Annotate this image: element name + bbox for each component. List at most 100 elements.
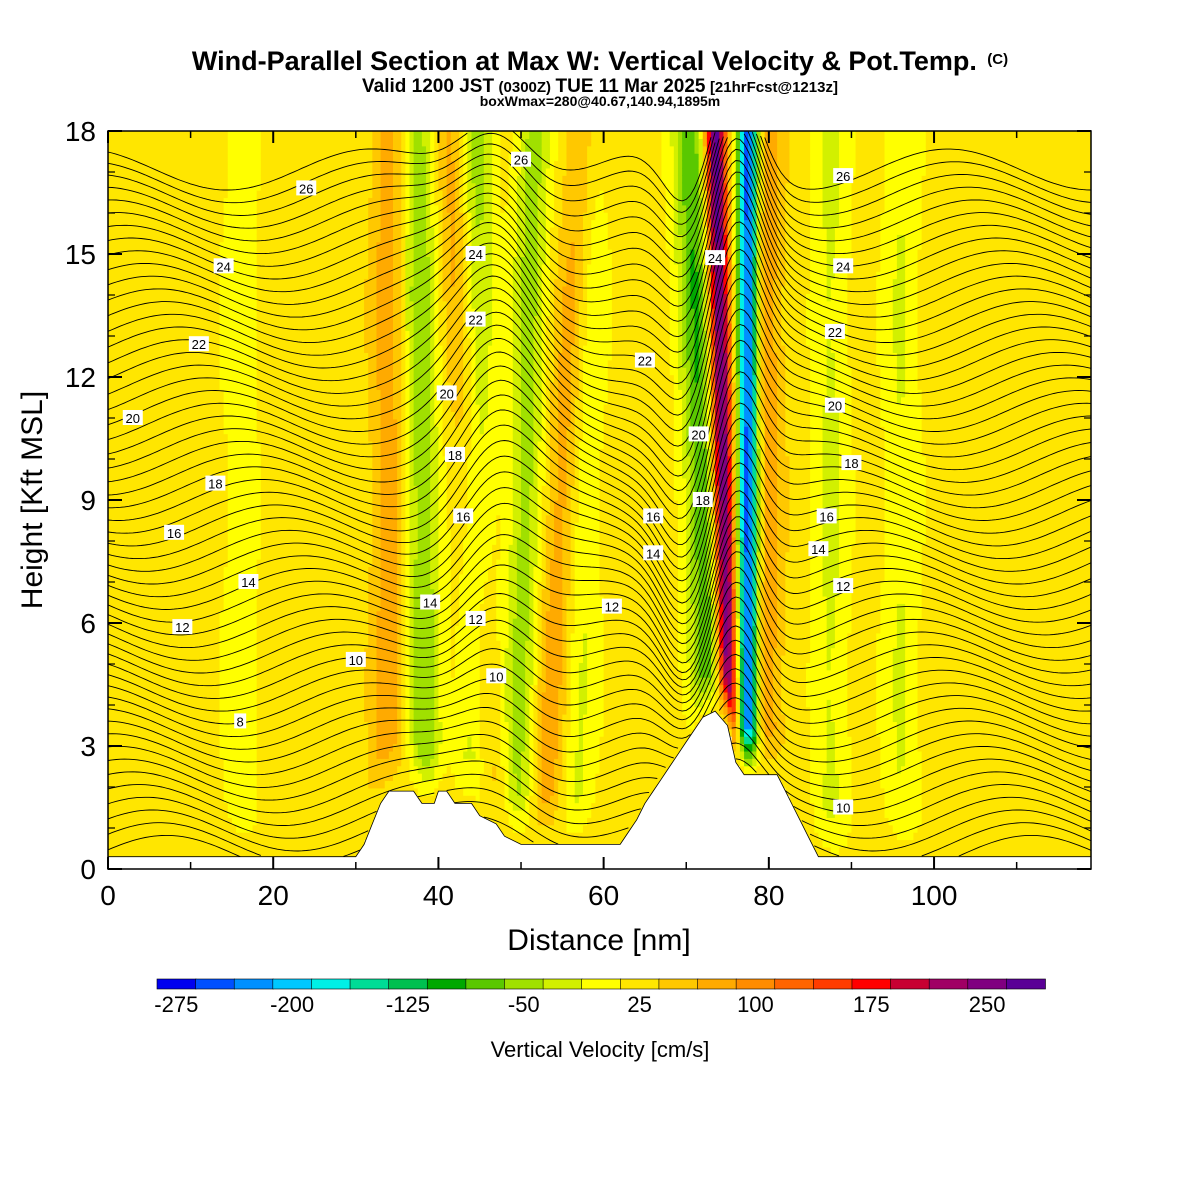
w-cell [182,167,188,176]
w-cell [223,249,229,258]
w-cell [269,219,274,228]
w-cell [194,551,200,560]
w-cell [277,293,283,302]
w-cell [256,411,262,420]
w-cell [277,241,283,250]
w-cell [219,278,225,287]
w-cell [161,684,167,693]
w-cell [277,278,283,287]
w-cell [269,212,274,221]
w-cell [302,263,307,272]
w-cell [169,293,175,302]
w-cell [285,721,291,730]
w-cell [149,374,155,383]
w-cell [132,500,138,508]
w-cell [227,632,233,641]
w-cell [219,131,225,139]
w-cell [302,544,307,553]
w-cell [182,536,188,545]
w-cell [260,352,266,361]
w-cell [273,750,278,759]
w-cell [157,559,163,568]
w-cell [215,728,221,737]
w-cell [112,514,117,523]
w-cell [281,522,287,531]
w-cell [277,559,283,568]
w-cell [178,212,183,221]
w-cell [289,131,295,139]
w-cell [203,448,208,457]
w-cell [178,197,183,206]
w-cell [244,507,250,516]
w-cell [190,721,196,730]
w-cell [215,817,221,826]
w-cell [240,256,245,265]
w-cell [297,359,303,368]
w-cell [227,529,233,538]
w-cell [260,153,266,162]
w-cell [198,677,204,686]
w-cell [231,285,237,294]
w-cell [252,131,258,139]
w-cell [174,500,179,508]
w-cell [244,780,250,789]
w-cell [236,138,241,147]
w-cell [302,219,307,228]
w-cell [281,219,287,228]
w-cell [240,699,245,708]
w-cell [186,640,192,649]
w-cell [157,219,163,228]
w-cell [108,500,113,508]
w-cell [132,145,138,154]
w-cell [297,263,303,272]
w-cell [297,463,303,472]
w-cell [165,433,171,442]
w-cell [260,293,266,302]
w-cell [182,138,188,147]
w-cell [108,492,113,501]
w-cell [207,758,212,767]
w-cell [248,278,254,287]
w-cell [227,773,233,782]
w-cell [227,219,233,228]
w-cell [285,809,291,818]
w-cell [252,544,258,553]
w-cell [124,190,130,199]
w-cell [223,167,229,176]
w-cell [289,411,295,420]
w-cell [215,212,221,221]
w-cell [124,241,130,250]
w-cell [149,544,155,553]
w-cell [182,190,188,199]
w-cell [120,522,126,531]
w-cell [128,204,134,213]
w-cell [219,625,225,634]
w-cell [165,551,171,560]
w-cell [108,839,113,848]
w-cell [128,736,134,745]
w-cell [285,352,291,361]
w-cell [310,263,316,272]
w-cell [219,721,225,730]
w-cell [260,256,266,265]
w-cell [240,684,245,693]
w-cell [136,706,142,715]
w-cell [252,381,258,390]
w-cell [120,492,126,501]
w-cell [169,138,175,147]
w-cell [223,308,229,317]
w-cell [182,426,188,435]
w-cell [136,758,142,767]
w-cell [260,131,266,139]
w-cell [240,566,245,575]
w-cell [194,448,200,457]
w-cell [285,404,291,413]
w-cell [293,787,299,796]
w-cell [141,278,146,287]
w-cell [136,256,142,265]
w-cell [169,308,175,317]
w-cell [190,795,196,804]
w-cell [306,345,311,353]
w-cell [281,714,287,722]
w-cell [297,647,303,656]
